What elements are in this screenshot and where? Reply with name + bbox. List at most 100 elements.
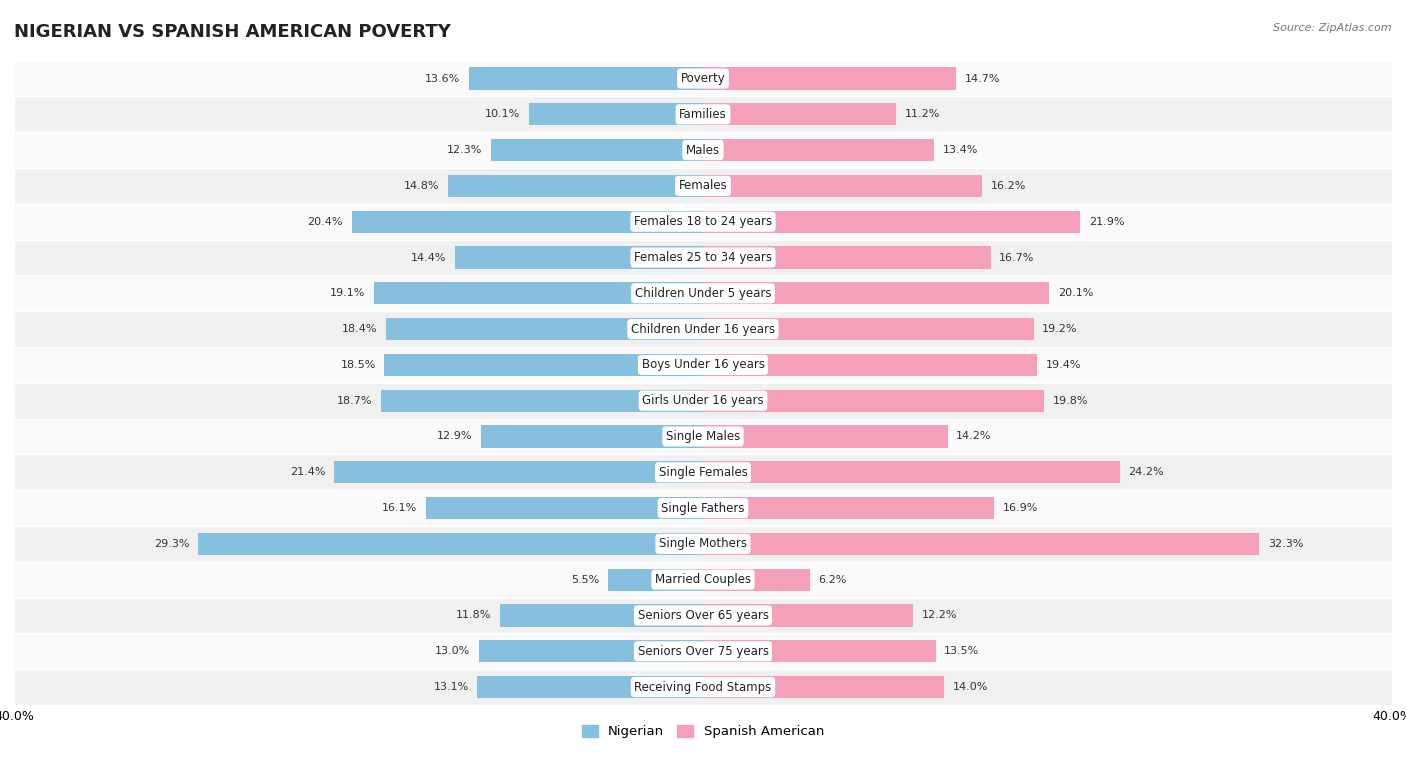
Text: Males: Males — [686, 143, 720, 157]
Text: Boys Under 16 years: Boys Under 16 years — [641, 359, 765, 371]
Text: 19.1%: 19.1% — [330, 288, 366, 299]
Text: 29.3%: 29.3% — [155, 539, 190, 549]
Text: 13.0%: 13.0% — [436, 647, 471, 656]
Text: 18.5%: 18.5% — [340, 360, 375, 370]
Text: 16.1%: 16.1% — [382, 503, 418, 513]
Text: 12.2%: 12.2% — [922, 610, 957, 621]
Text: Children Under 16 years: Children Under 16 years — [631, 323, 775, 336]
Bar — [14, 383, 1392, 418]
Bar — [14, 275, 1392, 312]
Bar — [703, 676, 945, 698]
Text: Married Couples: Married Couples — [655, 573, 751, 586]
Text: 16.7%: 16.7% — [1000, 252, 1035, 262]
Bar — [468, 67, 703, 89]
Bar — [14, 61, 1392, 96]
Bar — [14, 454, 1392, 490]
Bar — [14, 168, 1392, 204]
Bar — [703, 211, 1080, 233]
Bar — [335, 461, 703, 484]
Text: 14.0%: 14.0% — [953, 682, 988, 692]
Bar — [352, 211, 703, 233]
Text: 21.9%: 21.9% — [1088, 217, 1125, 227]
Bar — [529, 103, 703, 125]
Bar — [14, 132, 1392, 168]
Bar — [481, 425, 703, 447]
Bar — [14, 526, 1392, 562]
Bar — [374, 282, 703, 305]
Text: 14.2%: 14.2% — [956, 431, 991, 441]
Text: NIGERIAN VS SPANISH AMERICAN POVERTY: NIGERIAN VS SPANISH AMERICAN POVERTY — [14, 23, 451, 41]
Text: Poverty: Poverty — [681, 72, 725, 85]
Bar — [609, 568, 703, 590]
Text: Females 25 to 34 years: Females 25 to 34 years — [634, 251, 772, 264]
Bar — [703, 103, 896, 125]
Text: 19.8%: 19.8% — [1053, 396, 1088, 406]
Legend: Nigerian, Spanish American: Nigerian, Spanish American — [576, 719, 830, 744]
Bar — [14, 669, 1392, 705]
Bar — [703, 390, 1045, 412]
Text: Females 18 to 24 years: Females 18 to 24 years — [634, 215, 772, 228]
Bar — [703, 425, 948, 447]
Bar — [703, 139, 934, 161]
Text: 20.4%: 20.4% — [308, 217, 343, 227]
Bar — [14, 418, 1392, 454]
Text: Children Under 5 years: Children Under 5 years — [634, 287, 772, 300]
Text: 6.2%: 6.2% — [818, 575, 846, 584]
Text: 18.4%: 18.4% — [342, 324, 377, 334]
Bar — [703, 354, 1038, 376]
Bar — [449, 175, 703, 197]
Bar — [703, 533, 1260, 555]
Text: Females: Females — [679, 180, 727, 193]
Text: Families: Families — [679, 108, 727, 121]
Text: 13.4%: 13.4% — [942, 145, 977, 155]
Text: 14.8%: 14.8% — [404, 181, 440, 191]
Bar — [703, 461, 1119, 484]
Bar — [14, 204, 1392, 240]
Text: 13.1%: 13.1% — [433, 682, 468, 692]
Text: 21.4%: 21.4% — [290, 467, 326, 478]
Text: Single Fathers: Single Fathers — [661, 502, 745, 515]
Text: Single Females: Single Females — [658, 465, 748, 479]
Text: Single Mothers: Single Mothers — [659, 537, 747, 550]
Bar — [703, 318, 1033, 340]
Text: 19.2%: 19.2% — [1042, 324, 1078, 334]
Text: 16.2%: 16.2% — [991, 181, 1026, 191]
Bar — [703, 282, 1049, 305]
Text: Seniors Over 75 years: Seniors Over 75 years — [637, 645, 769, 658]
Bar — [703, 246, 991, 268]
Text: Seniors Over 65 years: Seniors Over 65 years — [637, 609, 769, 622]
Bar — [14, 240, 1392, 275]
Bar — [703, 641, 935, 662]
Bar — [14, 96, 1392, 132]
Bar — [14, 312, 1392, 347]
Bar — [703, 67, 956, 89]
Text: 14.4%: 14.4% — [411, 252, 446, 262]
Bar — [426, 497, 703, 519]
Text: Girls Under 16 years: Girls Under 16 years — [643, 394, 763, 407]
Bar — [198, 533, 703, 555]
Bar — [491, 139, 703, 161]
Text: 11.2%: 11.2% — [904, 109, 939, 119]
Text: Receiving Food Stamps: Receiving Food Stamps — [634, 681, 772, 694]
Bar — [14, 347, 1392, 383]
Bar — [14, 562, 1392, 597]
Text: 13.6%: 13.6% — [425, 74, 460, 83]
Text: 10.1%: 10.1% — [485, 109, 520, 119]
Bar — [381, 390, 703, 412]
Bar — [703, 175, 981, 197]
Bar — [14, 634, 1392, 669]
Text: Source: ZipAtlas.com: Source: ZipAtlas.com — [1274, 23, 1392, 33]
Bar — [387, 318, 703, 340]
Bar — [456, 246, 703, 268]
Bar — [479, 641, 703, 662]
Bar — [499, 604, 703, 627]
Text: 16.9%: 16.9% — [1002, 503, 1038, 513]
Text: 12.3%: 12.3% — [447, 145, 482, 155]
Text: 32.3%: 32.3% — [1268, 539, 1303, 549]
Bar — [478, 676, 703, 698]
Bar — [384, 354, 703, 376]
Text: 18.7%: 18.7% — [337, 396, 373, 406]
Bar — [14, 597, 1392, 634]
Text: 19.4%: 19.4% — [1046, 360, 1081, 370]
Bar — [703, 604, 912, 627]
